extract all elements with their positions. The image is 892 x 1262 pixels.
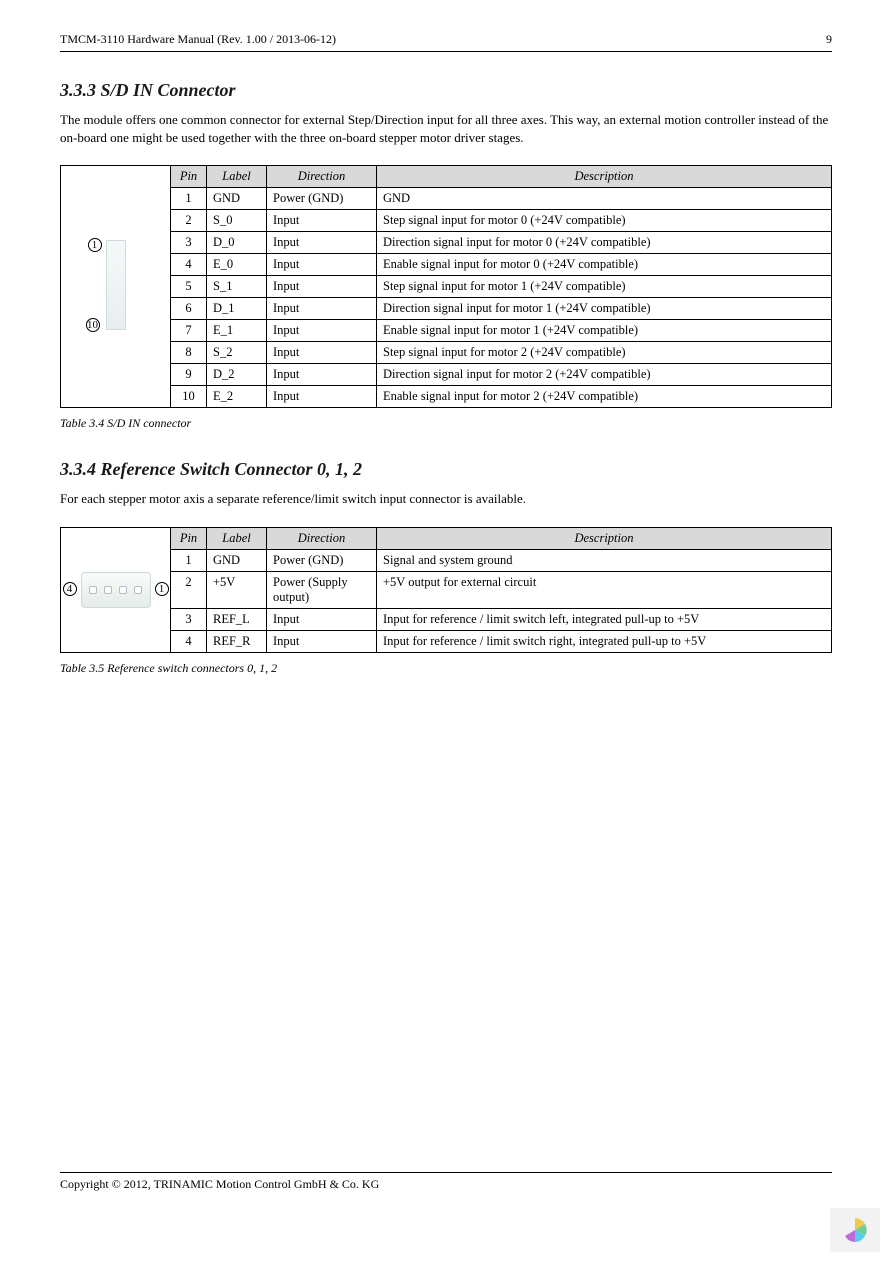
cell-desc: Step signal input for motor 0 (+24V comp… [377, 210, 832, 232]
pin-marker-1b: 1 [155, 582, 169, 596]
cell-pin: 9 [171, 364, 207, 386]
cell-dir: Input [267, 298, 377, 320]
cell-pin: 10 [171, 386, 207, 408]
cell-pin: 4 [171, 630, 207, 652]
connector-image-ref-switch: 4 1 [61, 527, 171, 652]
cell-dir: Power (GND) [267, 549, 377, 571]
table-caption-sd-in: Table 3.4 S/D IN connector [60, 416, 832, 431]
cell-label: REF_R [207, 630, 267, 652]
cell-label: E_1 [207, 320, 267, 342]
cell-desc: Step signal input for motor 2 (+24V comp… [377, 342, 832, 364]
cell-label: D_1 [207, 298, 267, 320]
page-footer: Copyright © 2012, TRINAMIC Motion Contro… [60, 1172, 832, 1192]
cell-pin: 2 [171, 210, 207, 232]
cell-label: S_1 [207, 276, 267, 298]
cell-pin: 3 [171, 232, 207, 254]
cell-label: D_2 [207, 364, 267, 386]
cell-desc: Enable signal input for motor 0 (+24V co… [377, 254, 832, 276]
cell-desc: Step signal input for motor 1 (+24V comp… [377, 276, 832, 298]
cell-dir: Input [267, 320, 377, 342]
viewer-logo-icon [830, 1208, 880, 1252]
cell-dir: Input [267, 210, 377, 232]
table-row: 3REF_LInputInput for reference / limit s… [61, 608, 832, 630]
table-row: 4REF_RInputInput for reference / limit s… [61, 630, 832, 652]
cell-pin: 1 [171, 188, 207, 210]
table-row: 8S_2InputStep signal input for motor 2 (… [61, 342, 832, 364]
cell-desc: Signal and system ground [377, 549, 832, 571]
cell-desc: Direction signal input for motor 2 (+24V… [377, 364, 832, 386]
cell-dir: Input [267, 386, 377, 408]
table-row: 1GNDPower (GND)Signal and system ground [61, 549, 832, 571]
connector-vertical-icon [106, 240, 126, 330]
th-description: Description [377, 166, 832, 188]
cell-dir: Input [267, 608, 377, 630]
cell-desc: GND [377, 188, 832, 210]
cell-desc: +5V output for external circuit [377, 571, 832, 608]
cell-desc: Direction signal input for motor 0 (+24V… [377, 232, 832, 254]
cell-desc: Enable signal input for motor 1 (+24V co… [377, 320, 832, 342]
cell-dir: Input [267, 364, 377, 386]
cell-label: GND [207, 549, 267, 571]
cell-pin: 1 [171, 549, 207, 571]
cell-pin: 3 [171, 608, 207, 630]
table-row: 2+5VPower (Supply output)+5V output for … [61, 571, 832, 608]
cell-pin: 4 [171, 254, 207, 276]
table-ref-switch: 4 1 Pin Label Direction Description 1GND… [60, 527, 832, 653]
cell-label: D_0 [207, 232, 267, 254]
section-intro-ref-switch: For each stepper motor axis a separate r… [60, 490, 832, 508]
cell-pin: 6 [171, 298, 207, 320]
table-row: 9D_2InputDirection signal input for moto… [61, 364, 832, 386]
cell-dir: Power (GND) [267, 188, 377, 210]
cell-label: S_2 [207, 342, 267, 364]
cell-dir: Input [267, 342, 377, 364]
header-page-number: 9 [826, 32, 832, 47]
table-sd-in: 1 10 Pin Label Direction Description 1GN… [60, 165, 832, 408]
table-row: 3D_0InputDirection signal input for moto… [61, 232, 832, 254]
pin-marker-4: 4 [63, 582, 77, 596]
table-row: 1GNDPower (GND)GND [61, 188, 832, 210]
section-title-sd-in: 3.3.3 S/D IN Connector [60, 80, 832, 101]
cell-dir: Input [267, 254, 377, 276]
cell-desc: Enable signal input for motor 2 (+24V co… [377, 386, 832, 408]
cell-desc: Input for reference / limit switch left,… [377, 608, 832, 630]
cell-dir: Input [267, 630, 377, 652]
pin-marker-10: 10 [86, 318, 100, 332]
cell-dir: Power (Supply output) [267, 571, 377, 608]
th-pin: Pin [171, 527, 207, 549]
table-row: 7E_1InputEnable signal input for motor 1… [61, 320, 832, 342]
section-title-ref-switch: 3.3.4 Reference Switch Connector 0, 1, 2 [60, 459, 832, 480]
section-intro-sd-in: The module offers one common connector f… [60, 111, 832, 147]
pin-marker-1: 1 [88, 238, 102, 252]
table-row: 10E_2InputEnable signal input for motor … [61, 386, 832, 408]
header-left: TMCM-3110 Hardware Manual (Rev. 1.00 / 2… [60, 32, 336, 47]
connector-horizontal-icon [81, 572, 151, 608]
cell-label: S_0 [207, 210, 267, 232]
cell-pin: 8 [171, 342, 207, 364]
th-description: Description [377, 527, 832, 549]
cell-label: +5V [207, 571, 267, 608]
table-row: 2S_0InputStep signal input for motor 0 (… [61, 210, 832, 232]
cell-label: GND [207, 188, 267, 210]
th-label: Label [207, 166, 267, 188]
cell-dir: Input [267, 276, 377, 298]
connector-image-sd-in: 1 10 [61, 166, 171, 408]
table-caption-ref-switch: Table 3.5 Reference switch connectors 0,… [60, 661, 832, 676]
cell-pin: 5 [171, 276, 207, 298]
th-direction: Direction [267, 166, 377, 188]
table-row: 5S_1InputStep signal input for motor 1 (… [61, 276, 832, 298]
cell-dir: Input [267, 232, 377, 254]
cell-desc: Direction signal input for motor 1 (+24V… [377, 298, 832, 320]
cell-label: E_0 [207, 254, 267, 276]
cell-pin: 7 [171, 320, 207, 342]
cell-label: REF_L [207, 608, 267, 630]
cell-pin: 2 [171, 571, 207, 608]
cell-desc: Input for reference / limit switch right… [377, 630, 832, 652]
table-row: 6D_1InputDirection signal input for moto… [61, 298, 832, 320]
cell-label: E_2 [207, 386, 267, 408]
th-direction: Direction [267, 527, 377, 549]
table-row: 4E_0InputEnable signal input for motor 0… [61, 254, 832, 276]
th-label: Label [207, 527, 267, 549]
page-header: TMCM-3110 Hardware Manual (Rev. 1.00 / 2… [60, 32, 832, 52]
th-pin: Pin [171, 166, 207, 188]
